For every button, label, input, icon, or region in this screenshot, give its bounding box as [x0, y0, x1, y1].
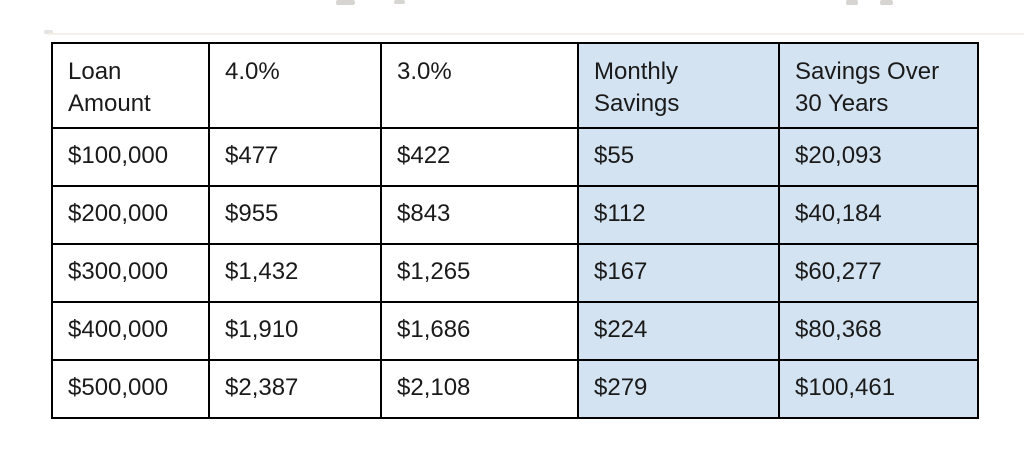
cropped-text-artifact [336, 0, 355, 5]
cell-savings-30-years: $60,277 [778, 243, 979, 303]
cell-payment-3-0: $1,265 [380, 243, 579, 303]
cell-monthly-savings: $112 [577, 185, 780, 245]
cropped-text-artifact [846, 0, 858, 5]
col-header-rate-4-0: 4.0% [208, 42, 382, 129]
cell-payment-4-0: $1,432 [208, 243, 382, 303]
table-row: $400,000 $1,910 $1,686 $224 $80,368 [51, 301, 979, 361]
cell-savings-30-years: $20,093 [778, 127, 979, 187]
table-row: $300,000 $1,432 $1,265 $167 $60,277 [51, 243, 979, 303]
cell-monthly-savings: $224 [577, 301, 780, 361]
cell-loan-amount: $100,000 [51, 127, 210, 187]
cell-payment-4-0: $955 [208, 185, 382, 245]
table-row: $200,000 $955 $843 $112 $40,184 [51, 185, 979, 245]
cell-payment-4-0: $1,910 [208, 301, 382, 361]
cell-savings-30-years: $80,368 [778, 301, 979, 361]
cropped-rule-artifact [48, 33, 1024, 35]
cell-savings-30-years: $40,184 [778, 185, 979, 245]
col-header-loan-amount: Loan Amount [51, 42, 210, 129]
col-header-savings-30-years: Savings Over 30 Years [778, 42, 979, 129]
col-header-rate-3-0: 3.0% [380, 42, 579, 129]
cell-loan-amount: $200,000 [51, 185, 210, 245]
cell-savings-30-years: $100,461 [778, 359, 979, 419]
cell-payment-4-0: $477 [208, 127, 382, 187]
table-header-row: Loan Amount 4.0% 3.0% Monthly Savings Sa… [51, 42, 979, 129]
mortgage-savings-table: Loan Amount 4.0% 3.0% Monthly Savings Sa… [51, 42, 979, 419]
cell-monthly-savings: $167 [577, 243, 780, 303]
cell-monthly-savings: $279 [577, 359, 780, 419]
cell-monthly-savings: $55 [577, 127, 780, 187]
cell-payment-3-0: $843 [380, 185, 579, 245]
table-row: $500,000 $2,387 $2,108 $279 $100,461 [51, 359, 979, 419]
cell-payment-3-0: $2,108 [380, 359, 579, 419]
cell-payment-4-0: $2,387 [208, 359, 382, 419]
cell-loan-amount: $500,000 [51, 359, 210, 419]
cell-payment-3-0: $422 [380, 127, 579, 187]
cell-loan-amount: $300,000 [51, 243, 210, 303]
cropped-text-artifact [44, 30, 53, 34]
table-row: $100,000 $477 $422 $55 $20,093 [51, 127, 979, 187]
cell-payment-3-0: $1,686 [380, 301, 579, 361]
cropped-text-artifact [880, 0, 893, 5]
col-header-monthly-savings: Monthly Savings [577, 42, 780, 129]
cell-loan-amount: $400,000 [51, 301, 210, 361]
cropped-text-artifact [394, 0, 405, 4]
